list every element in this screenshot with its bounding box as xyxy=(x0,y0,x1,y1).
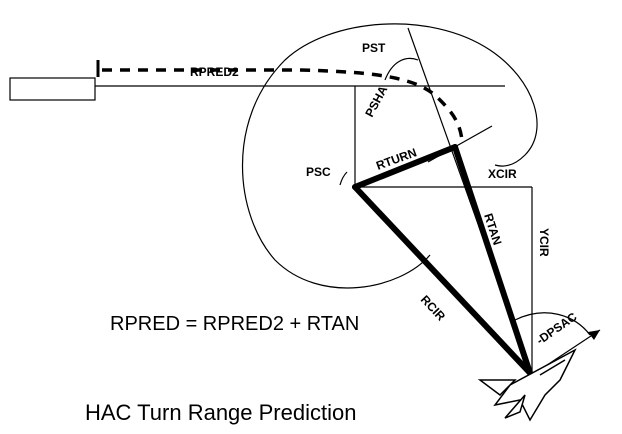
rturn-line xyxy=(352,144,458,190)
label: XCIR xyxy=(488,167,517,181)
label: RPRED2 xyxy=(190,65,239,79)
runway xyxy=(9,77,96,101)
shuttle xyxy=(477,348,577,422)
arrow-head xyxy=(588,330,600,340)
label: YCIR xyxy=(537,228,551,257)
dpsac-arc xyxy=(514,312,591,336)
equation: RPRED = RPRED2 + RTAN xyxy=(110,313,359,335)
label: RCIR xyxy=(418,292,448,323)
label: PSHA xyxy=(362,83,390,119)
label: PSC xyxy=(306,165,331,179)
hac-spiral xyxy=(241,23,538,289)
psc-arc xyxy=(339,171,348,186)
predicted-path xyxy=(102,68,464,141)
label: -DPSAC xyxy=(534,309,580,347)
pst-arc xyxy=(384,57,419,81)
title: HAC Turn Range Prediction xyxy=(85,400,356,425)
rtan-line xyxy=(452,144,533,376)
label: PST xyxy=(362,41,386,55)
rcir-line xyxy=(352,184,533,376)
